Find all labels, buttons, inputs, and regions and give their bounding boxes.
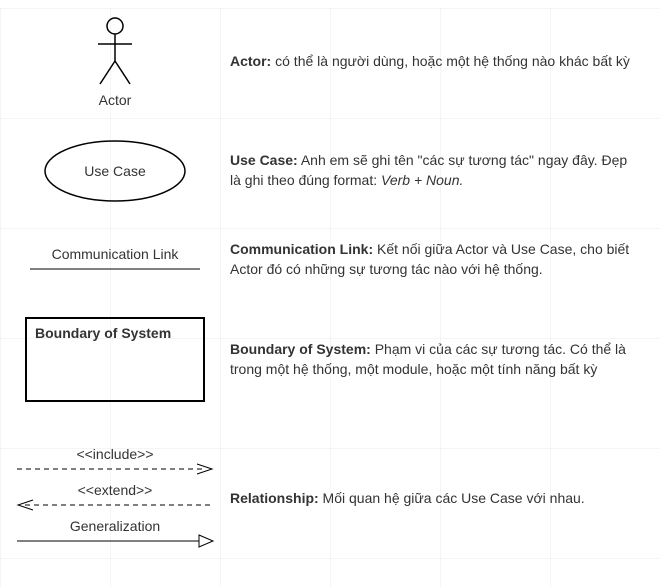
boundary-box-label: Boundary of System: [35, 325, 171, 341]
commlink-symbol-cell: Communication Link: [0, 246, 230, 274]
usecase-desc-italic: Verb + Noun.: [381, 172, 463, 188]
generalization-arrow-icon: [15, 534, 215, 548]
row-relationship: <<include>> <<extend>> Generalization: [0, 438, 660, 559]
actor-stick-figure-icon: [90, 16, 140, 88]
include-arrow-icon: [15, 463, 215, 475]
generalization-label: Generalization: [15, 518, 215, 534]
actor-caption: Actor: [99, 92, 132, 108]
row-actor: Actor Actor: có thể là người dùng, hoặc …: [0, 8, 660, 116]
row-boundary: Boundary of System Boundary of System: P…: [0, 309, 660, 410]
boundary-symbol-cell: Boundary of System: [0, 317, 230, 402]
commlink-line-icon: [25, 264, 205, 274]
actor-description: Actor: có thể là người dùng, hoặc một hệ…: [230, 52, 644, 72]
row-commlink: Communication Link Communication Link: K…: [0, 232, 660, 287]
include-label: <<include>>: [15, 446, 215, 462]
actor-desc-text: có thể là người dùng, hoặc một hệ thống …: [271, 53, 630, 69]
relationship-arrow-group: <<include>> <<extend>> Generalization: [15, 446, 215, 551]
usecase-ellipse-icon: Use Case: [35, 136, 195, 206]
usecase-symbol-cell: Use Case: [0, 136, 230, 206]
extend-label: <<extend>>: [15, 482, 215, 498]
row-usecase: Use Case Use Case: Anh em sẽ ghi tên "cá…: [0, 128, 660, 214]
actor-desc-bold: Actor:: [230, 53, 271, 69]
extend-arrow-icon: [15, 499, 215, 511]
boundary-description: Boundary of System: Phạm vi của các sự t…: [230, 340, 644, 379]
commlink-caption: Communication Link: [52, 246, 179, 262]
boundary-desc-bold: Boundary of System:: [230, 341, 371, 357]
commlink-desc-bold: Communication Link:: [230, 241, 373, 257]
usecase-ellipse-label: Use Case: [84, 163, 146, 179]
commlink-description: Communication Link: Kết nối giữa Actor v…: [230, 240, 644, 279]
relationship-desc-text: Mối quan hệ giữa các Use Case với nhau.: [319, 490, 585, 506]
usecase-desc-bold: Use Case:: [230, 152, 298, 168]
relationship-description: Relationship: Mối quan hệ giữa các Use C…: [230, 489, 644, 509]
actor-symbol-cell: Actor: [0, 16, 230, 108]
usecase-description: Use Case: Anh em sẽ ghi tên "các sự tươn…: [230, 151, 644, 190]
relationship-symbol-cell: <<include>> <<extend>> Generalization: [0, 446, 230, 551]
relationship-desc-bold: Relationship:: [230, 490, 319, 506]
boundary-box: Boundary of System: [25, 317, 205, 402]
